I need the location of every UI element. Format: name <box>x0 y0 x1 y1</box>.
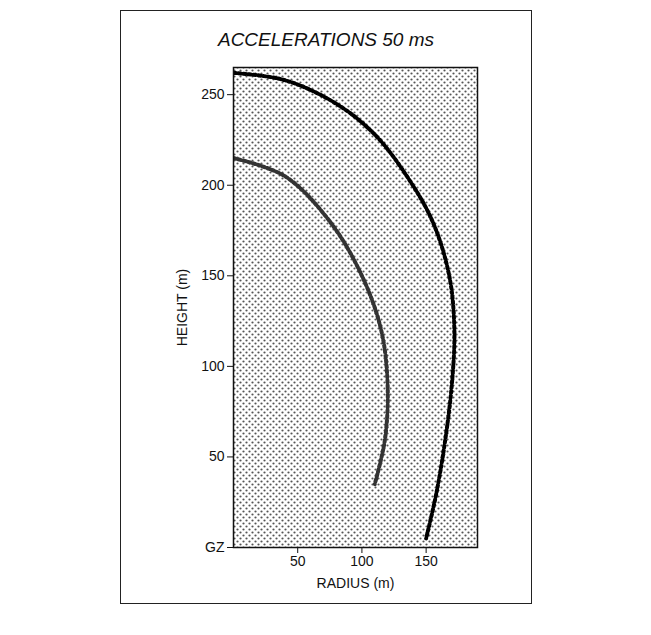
svg-text:GZ: GZ <box>205 539 225 555</box>
svg-text:50: 50 <box>290 553 306 569</box>
html-text:ACCELERATIONS 50 ms: ACCELERATIONS 50 ms <box>218 29 434 50</box>
svg-text:50: 50 <box>209 448 225 464</box>
svg-text:200: 200 <box>201 177 225 193</box>
svg-text:150: 150 <box>414 553 438 569</box>
svg-text:RADIUS (m): RADIUS (m) <box>317 575 395 591</box>
svg-text:100: 100 <box>350 553 374 569</box>
svg-text:HEIGHT (m): HEIGHT (m) <box>174 269 190 347</box>
svg-text:100: 100 <box>201 358 225 374</box>
svg-text:150: 150 <box>201 267 225 283</box>
svg-text:250: 250 <box>201 86 225 102</box>
